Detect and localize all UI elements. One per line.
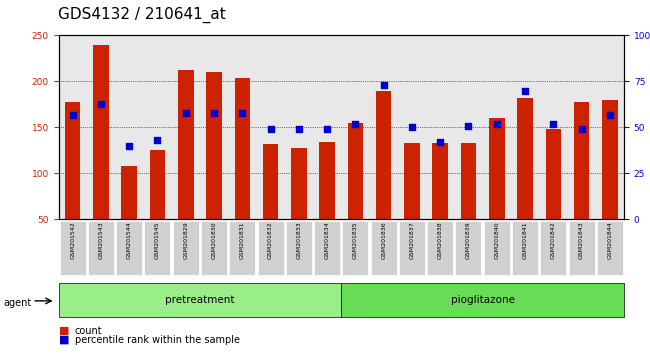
- Text: GSM201842: GSM201842: [551, 222, 556, 259]
- Text: GSM201840: GSM201840: [494, 222, 499, 259]
- FancyBboxPatch shape: [60, 221, 86, 275]
- Text: GSM201830: GSM201830: [211, 222, 216, 259]
- Text: percentile rank within the sample: percentile rank within the sample: [75, 335, 240, 345]
- FancyBboxPatch shape: [201, 221, 227, 275]
- FancyBboxPatch shape: [58, 283, 341, 317]
- Bar: [574, 102, 590, 219]
- Text: GSM201841: GSM201841: [523, 222, 528, 259]
- Text: GSM201837: GSM201837: [410, 222, 415, 259]
- FancyBboxPatch shape: [540, 221, 566, 275]
- Bar: [517, 98, 533, 219]
- Bar: [376, 91, 391, 219]
- FancyBboxPatch shape: [597, 221, 623, 275]
- Text: agent: agent: [3, 298, 31, 308]
- Text: GSM201844: GSM201844: [607, 222, 612, 259]
- Bar: [178, 70, 194, 219]
- FancyBboxPatch shape: [116, 221, 142, 275]
- Text: GSM201843: GSM201843: [579, 222, 584, 259]
- Text: ■: ■: [58, 326, 69, 336]
- Bar: [319, 142, 335, 219]
- Point: [548, 121, 558, 127]
- Point: [237, 110, 248, 115]
- Text: count: count: [75, 326, 103, 336]
- FancyBboxPatch shape: [314, 221, 340, 275]
- Text: GSM201839: GSM201839: [466, 222, 471, 259]
- FancyBboxPatch shape: [456, 221, 482, 275]
- Point: [322, 126, 332, 132]
- Text: GSM201836: GSM201836: [381, 222, 386, 259]
- FancyBboxPatch shape: [484, 221, 510, 275]
- Bar: [235, 78, 250, 219]
- Bar: [348, 123, 363, 219]
- Point: [124, 143, 135, 149]
- Text: GSM201834: GSM201834: [324, 222, 330, 259]
- Text: pioglitazone: pioglitazone: [450, 295, 515, 305]
- Bar: [602, 100, 617, 219]
- Bar: [291, 148, 307, 219]
- Point: [350, 121, 361, 127]
- Point: [152, 137, 162, 143]
- Point: [68, 112, 78, 118]
- Text: pretreatment: pretreatment: [165, 295, 235, 305]
- Bar: [122, 166, 137, 219]
- Bar: [545, 129, 561, 219]
- Point: [378, 82, 389, 88]
- Text: GSM201544: GSM201544: [127, 222, 132, 259]
- Bar: [404, 143, 420, 219]
- Text: GSM201545: GSM201545: [155, 222, 160, 259]
- FancyBboxPatch shape: [144, 221, 170, 275]
- Text: GSM201829: GSM201829: [183, 222, 188, 259]
- Point: [604, 112, 615, 118]
- Point: [491, 121, 502, 127]
- Point: [577, 126, 587, 132]
- FancyBboxPatch shape: [257, 221, 283, 275]
- Bar: [263, 144, 278, 219]
- Point: [265, 126, 276, 132]
- Text: GSM201542: GSM201542: [70, 222, 75, 259]
- Point: [463, 123, 474, 129]
- Point: [294, 126, 304, 132]
- FancyBboxPatch shape: [399, 221, 425, 275]
- Point: [520, 88, 530, 93]
- FancyBboxPatch shape: [88, 221, 114, 275]
- FancyBboxPatch shape: [229, 221, 255, 275]
- Bar: [432, 143, 448, 219]
- Point: [435, 139, 445, 145]
- Text: GSM201831: GSM201831: [240, 222, 245, 259]
- Point: [181, 110, 191, 115]
- Text: GDS4132 / 210641_at: GDS4132 / 210641_at: [58, 7, 226, 23]
- Point: [96, 101, 106, 106]
- FancyBboxPatch shape: [343, 221, 369, 275]
- FancyBboxPatch shape: [286, 221, 312, 275]
- Text: ■: ■: [58, 335, 69, 345]
- FancyBboxPatch shape: [512, 221, 538, 275]
- Bar: [150, 150, 165, 219]
- Text: GSM201835: GSM201835: [353, 222, 358, 259]
- FancyBboxPatch shape: [173, 221, 199, 275]
- Point: [407, 125, 417, 130]
- FancyBboxPatch shape: [569, 221, 595, 275]
- Text: GSM201833: GSM201833: [296, 222, 302, 259]
- Bar: [93, 45, 109, 219]
- Bar: [461, 143, 476, 219]
- Bar: [489, 118, 504, 219]
- FancyBboxPatch shape: [427, 221, 453, 275]
- FancyBboxPatch shape: [341, 283, 624, 317]
- Text: GSM201832: GSM201832: [268, 222, 273, 259]
- Point: [209, 110, 219, 115]
- Text: GSM201543: GSM201543: [98, 222, 103, 259]
- FancyBboxPatch shape: [370, 221, 396, 275]
- Bar: [206, 72, 222, 219]
- Text: GSM201838: GSM201838: [437, 222, 443, 259]
- Bar: [65, 102, 81, 219]
